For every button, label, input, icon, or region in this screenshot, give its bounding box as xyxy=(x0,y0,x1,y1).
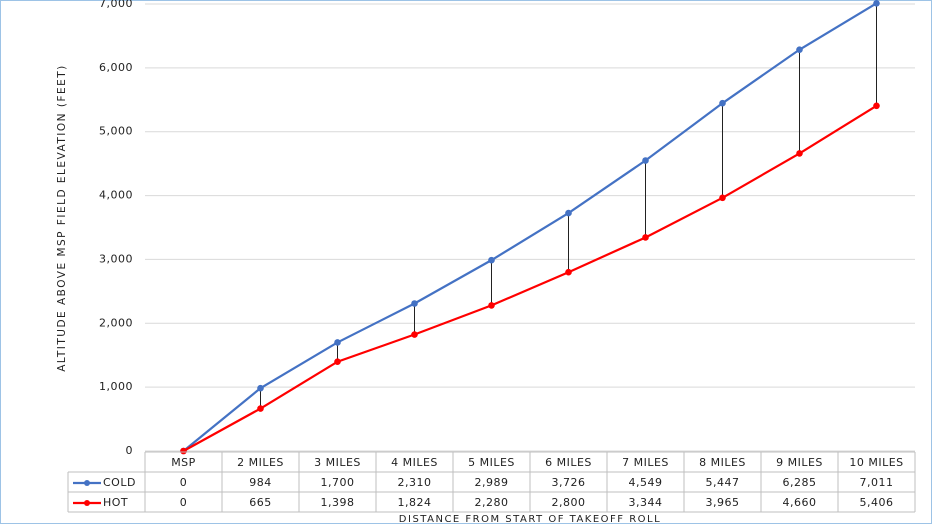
y-tick-label: 7,000 xyxy=(99,0,133,10)
point xyxy=(719,99,726,107)
point xyxy=(642,157,649,164)
table-value: 1,700 xyxy=(321,476,355,489)
point xyxy=(257,384,264,392)
table-value: 3,344 xyxy=(629,496,663,509)
table-value: 2,280 xyxy=(475,496,509,509)
table-value: 2,989 xyxy=(475,476,509,489)
x-tick-label: 9 MILES xyxy=(776,456,823,469)
table-value: 5,406 xyxy=(860,496,894,509)
point xyxy=(642,234,649,241)
point xyxy=(565,209,572,217)
y-tick-label: 5,000 xyxy=(99,125,133,138)
table-value: 4,549 xyxy=(629,476,663,489)
x-tick-label: 3 MILES xyxy=(314,456,361,469)
table-value: 5,447 xyxy=(706,476,740,489)
legend-marker xyxy=(84,500,90,506)
table-value: 2,310 xyxy=(398,476,432,489)
point xyxy=(488,256,495,264)
table-value: 6,285 xyxy=(783,476,817,489)
y-tick-label: 6,000 xyxy=(99,61,133,74)
table-value: 3,726 xyxy=(552,476,586,489)
table-value: 0 xyxy=(180,496,188,509)
x-axis-title: DISTANCE FROM START OF TAKEOFF ROLL xyxy=(399,514,661,524)
y-tick-label: 0 xyxy=(126,444,134,457)
point xyxy=(334,358,341,366)
point xyxy=(719,194,726,202)
y-tick-label: 4,000 xyxy=(99,189,133,202)
y-tick-label: 2,000 xyxy=(99,316,133,329)
table-value: 1,824 xyxy=(398,496,432,509)
y-tick-label: 3,000 xyxy=(99,252,133,265)
point xyxy=(488,302,495,309)
point xyxy=(411,331,418,338)
table-value: 2,800 xyxy=(552,496,586,509)
table-value: 3,965 xyxy=(706,496,740,509)
legend-label: COLD xyxy=(103,476,136,489)
point xyxy=(257,405,264,412)
x-tick-label: 5 MILES xyxy=(468,456,515,469)
table-value: 665 xyxy=(249,496,272,509)
point xyxy=(565,268,572,276)
y-tick-label: 1,000 xyxy=(99,380,133,393)
legend-marker xyxy=(84,480,90,486)
x-tick-label: 7 MILES xyxy=(622,456,669,469)
table-value: 7,011 xyxy=(860,476,894,489)
table-value: 984 xyxy=(249,476,272,489)
point xyxy=(873,0,880,7)
x-tick-label: 8 MILES xyxy=(699,456,746,469)
x-tick-label: MSP xyxy=(171,456,196,469)
series-line xyxy=(182,104,878,452)
table-value: 1,398 xyxy=(321,496,355,509)
x-tick-label: 6 MILES xyxy=(545,456,592,469)
point xyxy=(180,447,187,455)
series-line xyxy=(182,2,878,452)
point xyxy=(334,339,341,346)
table-value: 0 xyxy=(180,476,188,489)
point xyxy=(796,46,803,53)
point xyxy=(873,102,880,110)
y-axis-title: ALTITUDE ABOVE MSP FIELD ELEVATION (FEET… xyxy=(56,64,68,372)
table-value: 4,660 xyxy=(783,496,817,509)
point xyxy=(796,150,803,157)
x-tick-label: 2 MILES xyxy=(237,456,284,469)
x-tick-label: 4 MILES xyxy=(391,456,438,469)
x-tick-label: 10 MILES xyxy=(849,456,903,469)
legend-label: HOT xyxy=(103,496,128,509)
point xyxy=(411,300,418,307)
